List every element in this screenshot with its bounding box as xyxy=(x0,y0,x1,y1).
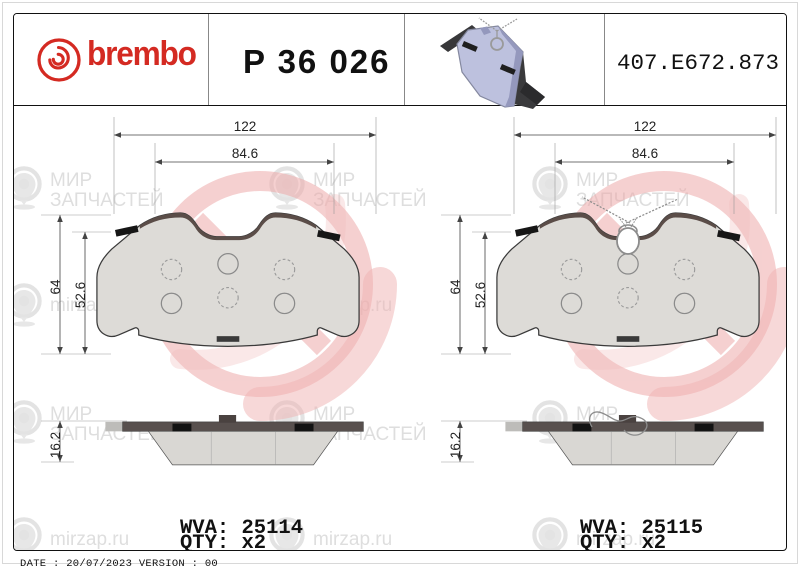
svg-text:16.2: 16.2 xyxy=(48,432,63,458)
svg-text:122: 122 xyxy=(234,119,257,134)
svg-text:84.6: 84.6 xyxy=(232,146,258,161)
svg-text:QTY: x2: QTY: x2 xyxy=(580,532,666,551)
svg-text:84.6: 84.6 xyxy=(632,146,658,161)
svg-text:52.6: 52.6 xyxy=(473,282,488,308)
svg-text:16.2: 16.2 xyxy=(448,432,463,458)
svg-text:52.6: 52.6 xyxy=(73,282,88,308)
svg-text:122: 122 xyxy=(634,119,657,134)
svg-text:64: 64 xyxy=(448,279,463,295)
svg-text:QTY: x2: QTY: x2 xyxy=(180,532,266,551)
svg-text:64: 64 xyxy=(48,279,63,295)
